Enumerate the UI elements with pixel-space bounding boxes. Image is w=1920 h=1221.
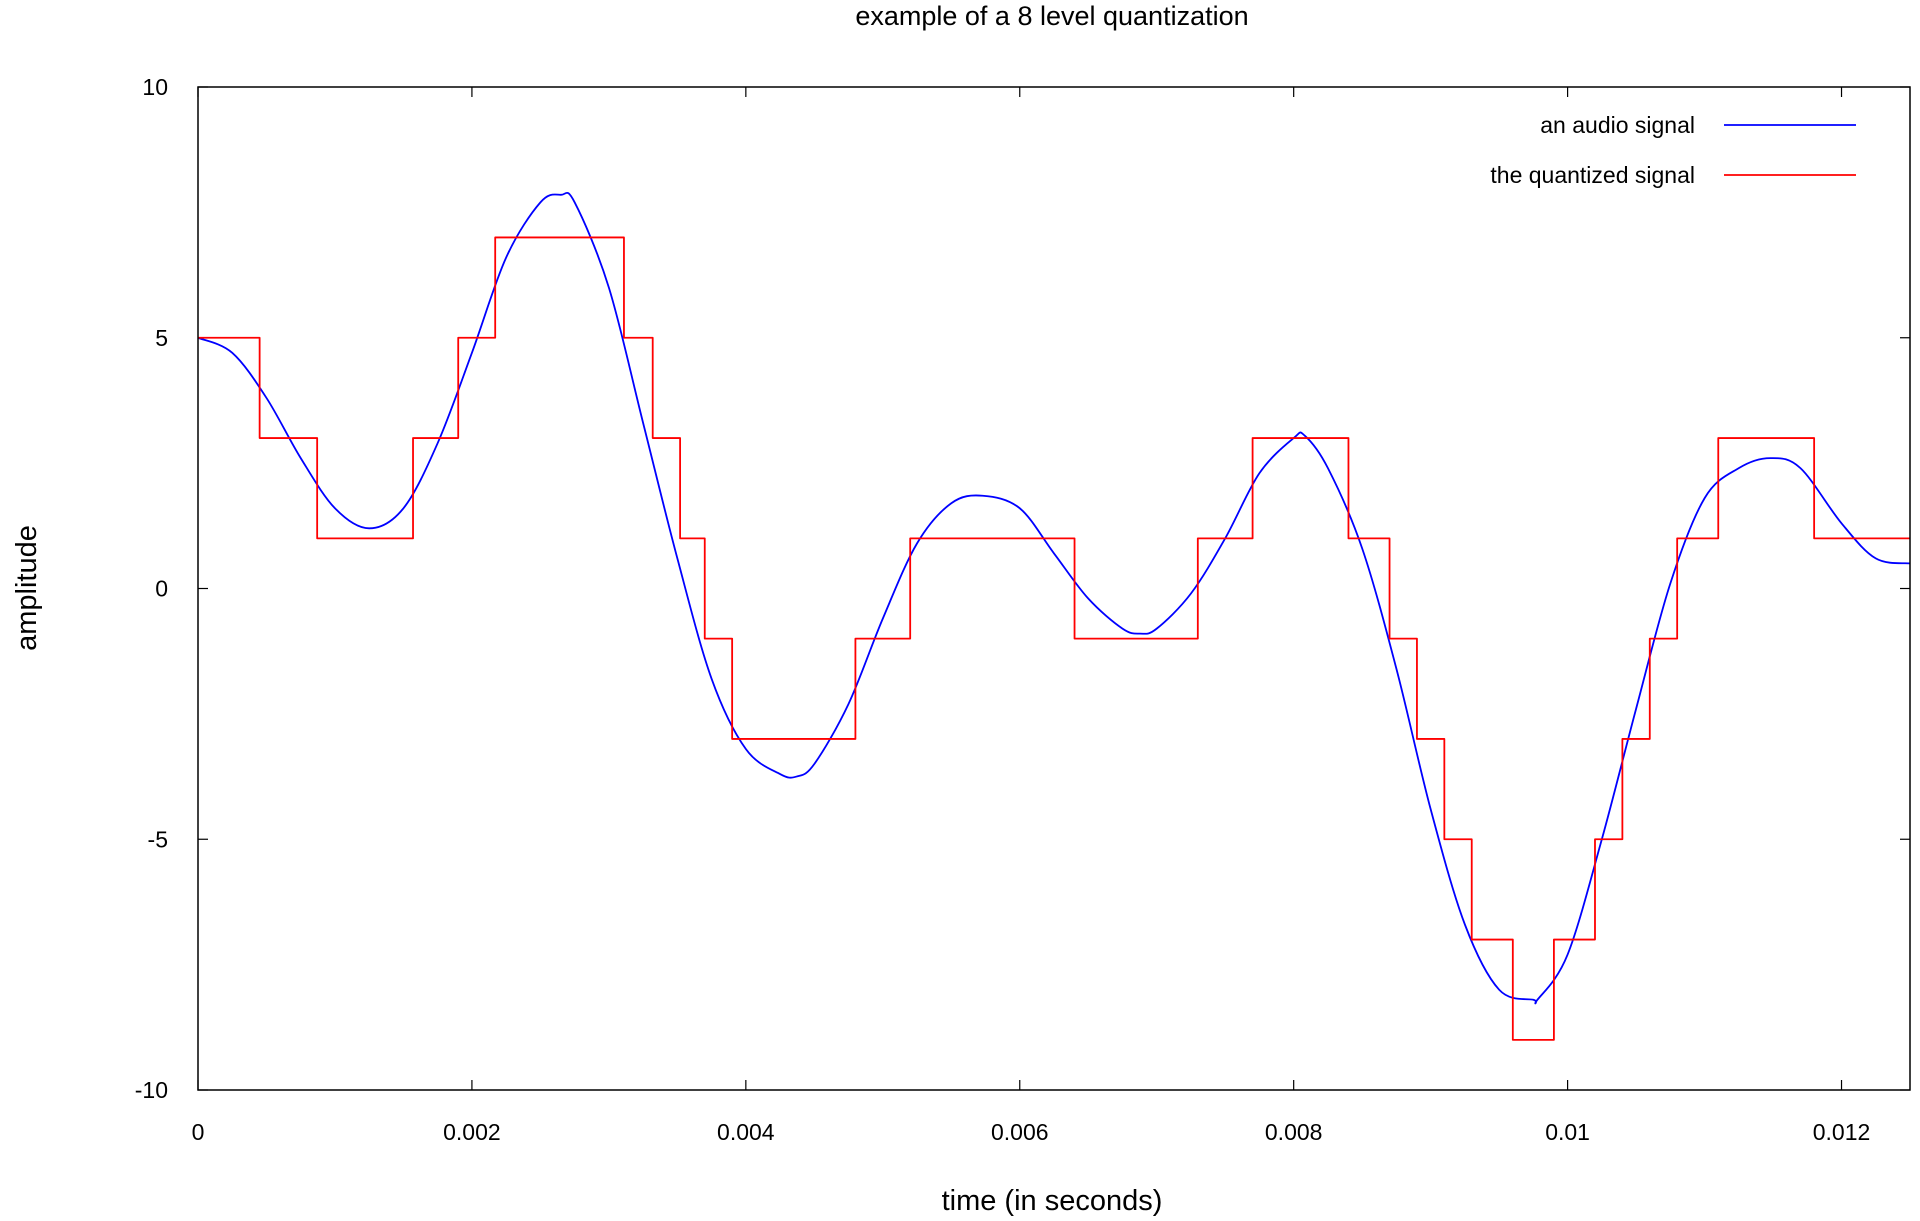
ticks: 0 0.002 0.004 0.006 0.008 0.01 0.012 10 5 0 -5 -10 bbox=[135, 74, 1910, 1145]
x-tick-label: 0.012 bbox=[1813, 1119, 1871, 1145]
series-line-1 bbox=[197, 191, 1911, 1005]
legend-label: an audio signal bbox=[1540, 112, 1695, 138]
y-tick-label: 10 bbox=[142, 74, 168, 100]
x-tick-label: 0 bbox=[192, 1119, 205, 1145]
legend: an audio signal the quantized signal bbox=[1490, 112, 1856, 188]
legend-label: the quantized signal bbox=[1490, 162, 1695, 188]
y-tick-label: -5 bbox=[148, 826, 168, 852]
series-layer bbox=[197, 191, 1911, 1041]
chart-title: example of a 8 level quantization bbox=[855, 1, 1248, 31]
series-line-2 bbox=[198, 236, 1910, 1041]
x-tick-label: 0.008 bbox=[1265, 1119, 1323, 1145]
x-tick-label: 0.002 bbox=[443, 1119, 501, 1145]
x-axis-label: time (in seconds) bbox=[942, 1185, 1163, 1217]
x-tick-label: 0.006 bbox=[991, 1119, 1049, 1145]
y-tick-label: 0 bbox=[155, 576, 168, 602]
x-tick-label: 0.01 bbox=[1545, 1119, 1590, 1145]
y-tick-label: 5 bbox=[155, 325, 168, 351]
y-axis-label: amplitude bbox=[11, 525, 43, 651]
plot-frame bbox=[197, 86, 1911, 1091]
y-tick-label: -10 bbox=[135, 1077, 168, 1103]
x-tick-label: 0.004 bbox=[717, 1119, 775, 1145]
